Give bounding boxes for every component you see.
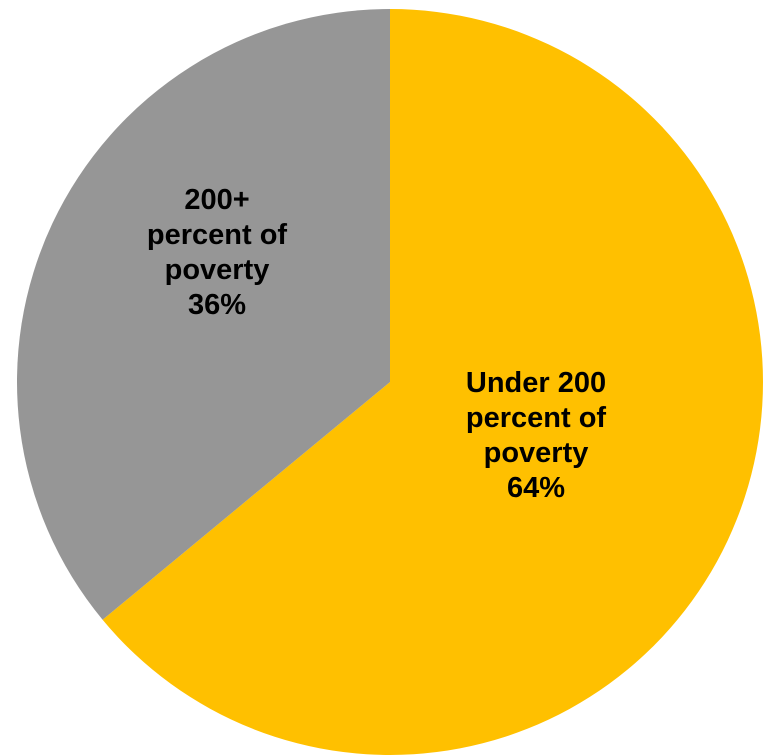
slice-label-under-200-percent-of-poverty-64: Under 200 percent of poverty 64% bbox=[466, 367, 607, 504]
slice-label-line: 64% bbox=[507, 472, 565, 504]
slice-label-line: 200+ bbox=[184, 184, 249, 216]
slice-label-line: percent of bbox=[466, 402, 607, 434]
slice-label-line: Under 200 bbox=[466, 367, 606, 399]
slice-label-line: poverty bbox=[165, 254, 270, 286]
slice-label-line: 36% bbox=[188, 289, 246, 321]
pie-slice-200-percent-of-poverty-36 bbox=[17, 9, 390, 620]
pie-slice-under-200-percent-of-poverty-64 bbox=[102, 9, 764, 755]
slice-label-line: percent of bbox=[147, 219, 288, 251]
slice-label-line: poverty bbox=[484, 437, 589, 469]
slice-label-200-percent-of-poverty-36: 200+ percent of poverty 36% bbox=[147, 184, 288, 321]
